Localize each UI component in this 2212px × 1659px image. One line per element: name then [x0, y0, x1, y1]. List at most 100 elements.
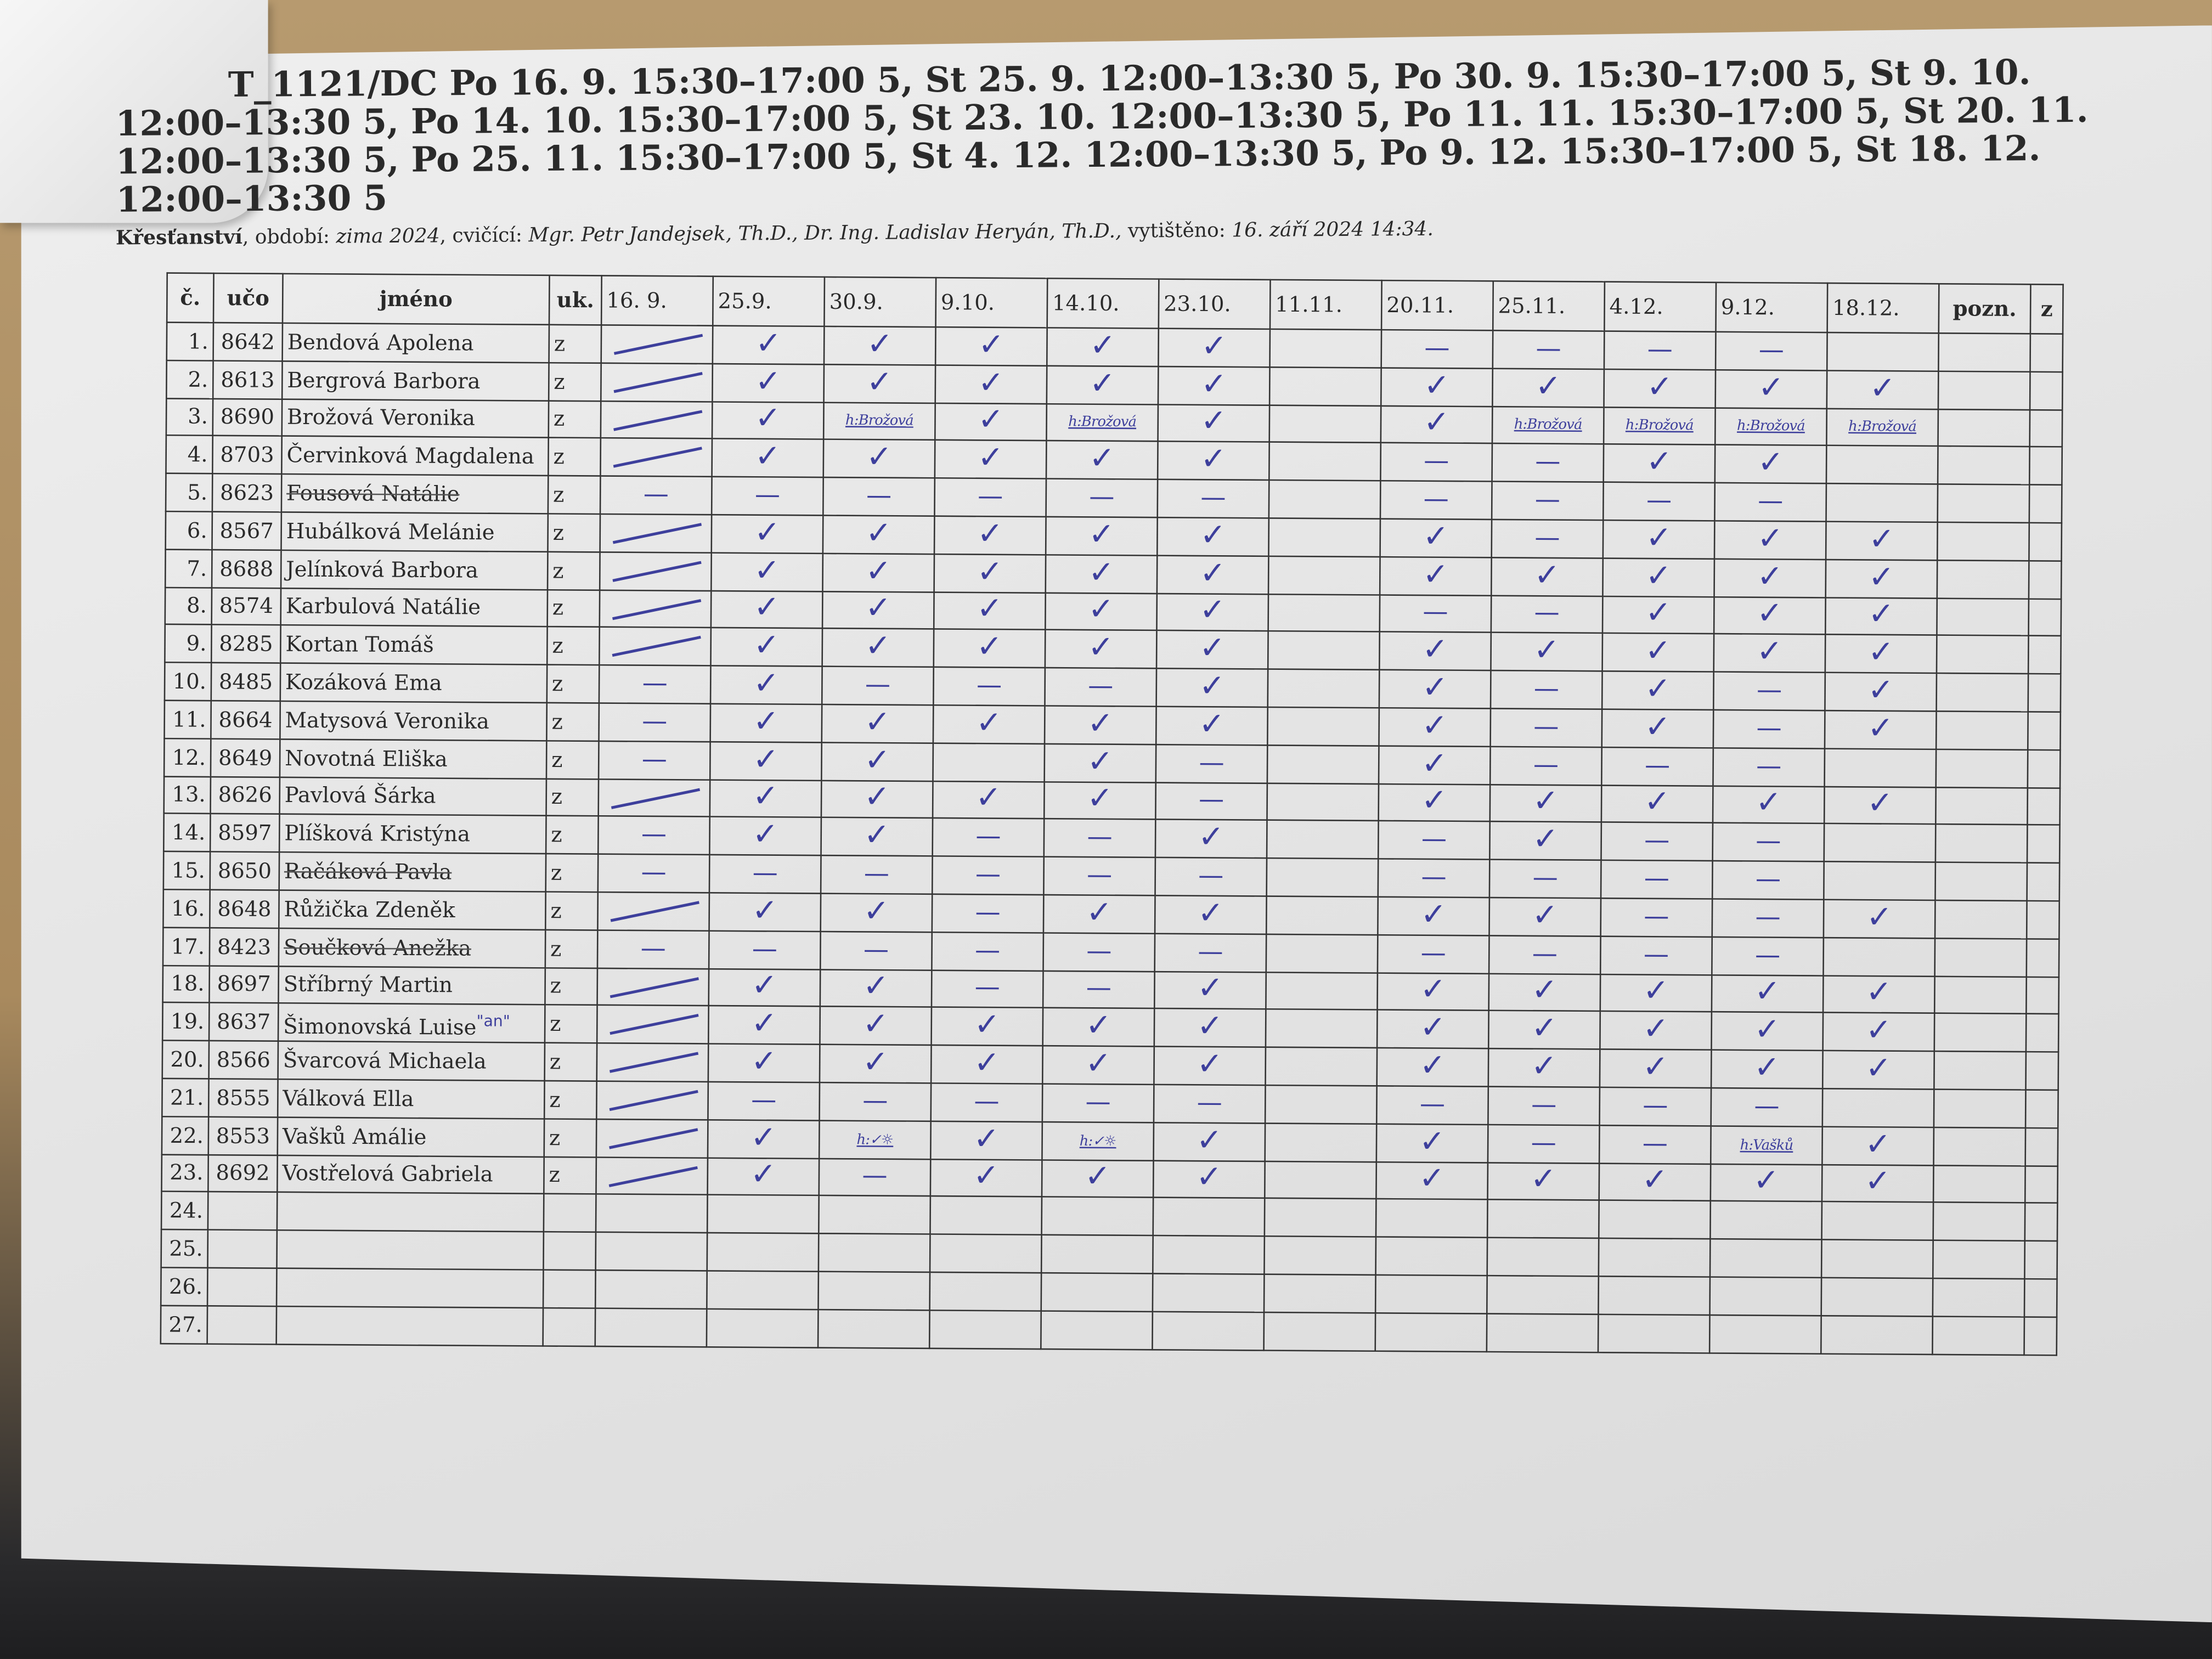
- completion-type: z: [548, 476, 601, 514]
- attendance-cell: ✓: [1045, 554, 1158, 593]
- student-id: 8623: [212, 473, 282, 512]
- dash-mark: —: [1644, 751, 1671, 781]
- student-name-text: Kortan Tomáš: [285, 631, 434, 658]
- dash-mark: —: [642, 669, 668, 699]
- attendance-cell: [1826, 483, 1938, 522]
- attendance-cell: [1375, 1199, 1488, 1238]
- attendance-cell: —: [1157, 479, 1269, 518]
- attendance-cell: ✓: [710, 590, 823, 629]
- attendance-cell: ✓: [1602, 671, 1714, 710]
- attendance-cell: ✓: [1604, 369, 1716, 408]
- attendance-cell: —: [1379, 594, 1492, 633]
- check-mark-icon: ✓: [1646, 445, 1673, 481]
- check-mark-icon: ✓: [754, 402, 781, 438]
- attendance-cell: —: [1601, 747, 1713, 786]
- attendance-cell: ✓: [1488, 1048, 1600, 1087]
- row-number: 10.: [164, 662, 212, 701]
- student-id: [207, 1192, 278, 1231]
- z-cell: [2028, 636, 2061, 674]
- dash-mark: —: [1755, 865, 1781, 895]
- attendance-cell: ✓: [1045, 706, 1156, 744]
- row-number: 24.: [161, 1192, 208, 1230]
- dash-mark: —: [1757, 487, 1784, 517]
- printed-label: vytištěno:: [1121, 219, 1232, 244]
- attendance-cell: ✓: [1045, 630, 1157, 669]
- z-cell: [2026, 976, 2059, 1014]
- handwritten-mark: h:✓☼: [1079, 1133, 1116, 1150]
- dash-mark: —: [641, 744, 668, 775]
- attendance-cell: ✓: [709, 893, 821, 932]
- row-number: 4.: [166, 436, 213, 474]
- student-name-text: Plíšková Kristýna: [284, 820, 471, 848]
- attendance-cell: —: [1492, 481, 1604, 521]
- student-id: 8485: [211, 663, 281, 701]
- slash-mark: [608, 1165, 698, 1187]
- attendance-cell: ✓: [820, 1007, 932, 1046]
- check-mark-icon: ✓: [977, 517, 1003, 552]
- check-mark-icon: ✓: [1645, 634, 1672, 670]
- check-mark-icon: ✓: [1532, 785, 1559, 821]
- handwritten-mark: h:Brožová: [1848, 420, 1917, 436]
- dash-mark: —: [866, 481, 892, 511]
- student-name-text: Jelínková Barbora: [286, 556, 478, 583]
- attendance-cell: [1268, 594, 1380, 633]
- check-mark-icon: ✓: [1869, 371, 1896, 407]
- col-date: 25.11.: [1493, 281, 1605, 331]
- student-name-text: Červinková Magdalena: [286, 442, 534, 470]
- check-mark-icon: ✓: [755, 364, 782, 400]
- col-pozn: pozn.: [1938, 284, 2031, 334]
- attendance-cell: ✓: [1489, 784, 1602, 823]
- dash-mark: —: [640, 933, 667, 963]
- check-mark-icon: ✓: [754, 553, 781, 589]
- check-mark-icon: ✓: [1753, 1164, 1780, 1200]
- attendance-cell: ✓: [820, 969, 932, 1008]
- dash-mark: —: [1198, 936, 1223, 967]
- slash-mark: [613, 409, 703, 431]
- dash-mark: —: [1421, 862, 1447, 893]
- col-num: č.: [167, 273, 214, 323]
- attendance-cell: [1268, 518, 1380, 557]
- attendance-cell: ✓: [1823, 975, 1935, 1014]
- check-mark-icon: ✓: [1532, 898, 1559, 934]
- attendance-cell: [599, 627, 711, 666]
- completion-type: z: [547, 627, 600, 665]
- handwritten-mark: h:Brožová: [1736, 419, 1805, 436]
- attendance-cell: —: [1491, 670, 1602, 709]
- attendance-cell: ✓: [1044, 781, 1156, 820]
- row-number: 6.: [165, 511, 212, 550]
- dash-mark: —: [752, 858, 778, 889]
- check-mark-icon: ✓: [1757, 597, 1783, 633]
- dash-mark: —: [863, 934, 889, 965]
- attendance-cell: ✓: [1379, 746, 1491, 785]
- student-name: Kozáková Ema: [280, 663, 548, 703]
- attendance-cell: [1264, 1236, 1376, 1275]
- completion-type: z: [545, 854, 599, 892]
- check-mark-icon: ✓: [1419, 1124, 1446, 1160]
- dash-mark: —: [1533, 712, 1559, 742]
- row-number: 13.: [163, 776, 211, 814]
- check-mark-icon: ✓: [1420, 898, 1447, 933]
- row-number: 11.: [164, 700, 211, 739]
- attendance-cell: ✓: [1153, 1160, 1265, 1199]
- attendance-cell: ✓: [1376, 1048, 1489, 1087]
- attendance-cell: [1265, 1122, 1377, 1161]
- attendance-cell: ✓: [1491, 633, 1602, 672]
- attendance-cell: h:Brožová: [1604, 407, 1716, 445]
- attendance-cell: [706, 1308, 819, 1347]
- attendance-cell: ✓: [1713, 785, 1825, 824]
- note-cell: [1937, 522, 2029, 561]
- attendance-cell: ✓: [708, 968, 821, 1007]
- check-mark-icon: ✓: [1089, 366, 1116, 402]
- attendance-cell: —: [1043, 932, 1155, 971]
- check-mark-icon: ✓: [1645, 596, 1672, 632]
- check-mark-icon: ✓: [1420, 973, 1447, 1009]
- attendance-cell: ✓: [1489, 822, 1601, 861]
- attendance-cell: —: [1492, 444, 1604, 483]
- col-date: 25.9.: [713, 276, 825, 326]
- check-mark-icon: ✓: [1086, 895, 1113, 931]
- attendance-cell: [1269, 404, 1381, 443]
- slash-mark: [610, 1014, 699, 1036]
- note-cell: [1933, 1089, 2026, 1128]
- attendance-cell: h:✓☼: [819, 1120, 931, 1159]
- attendance-cell: ✓: [1711, 974, 1824, 1013]
